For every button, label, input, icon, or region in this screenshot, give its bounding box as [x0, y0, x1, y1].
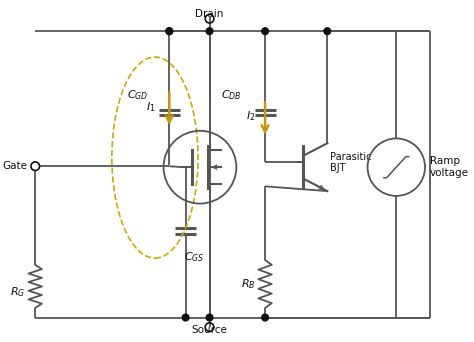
Text: $C_{GS}$: $C_{GS}$: [183, 250, 204, 264]
Text: Gate: Gate: [2, 161, 27, 171]
Text: Parasitic
BJT: Parasitic BJT: [330, 152, 372, 173]
Circle shape: [206, 314, 213, 321]
Circle shape: [324, 28, 331, 35]
Text: $I_1$: $I_1$: [146, 100, 156, 114]
Text: Ramp
voltage: Ramp voltage: [430, 156, 469, 178]
Text: Source: Source: [191, 325, 228, 335]
Circle shape: [182, 314, 189, 321]
Circle shape: [166, 28, 173, 35]
Text: $C_{DB}$: $C_{DB}$: [221, 89, 242, 102]
Circle shape: [206, 28, 213, 35]
Text: $R_G$: $R_G$: [10, 285, 26, 299]
Circle shape: [262, 28, 268, 35]
Text: Drain: Drain: [195, 9, 224, 19]
Text: $R_B$: $R_B$: [241, 277, 255, 291]
Text: $I_2$: $I_2$: [246, 109, 255, 123]
Text: $C_{GD}$: $C_{GD}$: [127, 89, 148, 102]
Circle shape: [166, 28, 173, 35]
Circle shape: [262, 314, 268, 321]
